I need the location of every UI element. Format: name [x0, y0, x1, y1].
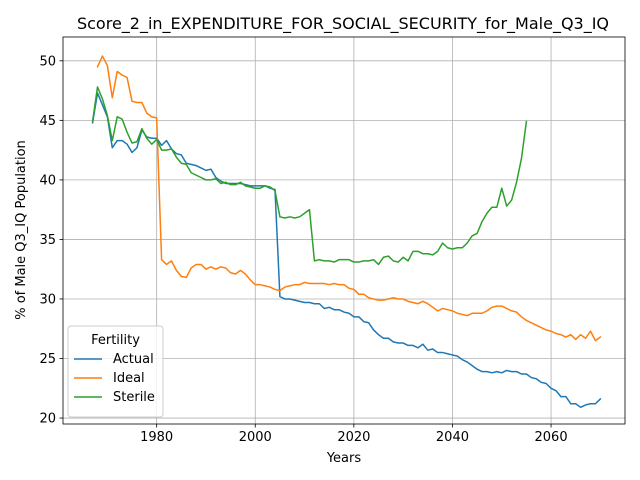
x-tick-label: 1980 — [140, 430, 173, 445]
x-tick-label: 2020 — [337, 430, 370, 445]
y-tick-label: 20 — [39, 412, 56, 427]
x-axis-label: Years — [326, 451, 362, 466]
series-lines — [91, 55, 602, 409]
chart-title: Score_2_in_EXPENDITURE_FOR_SOCIAL_SECURI… — [77, 14, 609, 34]
legend-title: Fertility — [91, 333, 140, 348]
axis-ticks: 1980 2000 2020 2040 2060 20 25 30 35 40 45 50 — [39, 54, 567, 445]
grid-lines — [63, 37, 625, 424]
y-tick-label: 30 — [39, 292, 56, 307]
legend-label-actual: Actual — [113, 352, 154, 367]
x-tick-label: 2040 — [436, 430, 469, 445]
series-line-actual — [91, 92, 602, 409]
legend: Fertility Actual Ideal Sterile — [67, 325, 164, 418]
legend-label-ideal: Ideal — [113, 371, 145, 386]
y-axis-label: % of Male Q3_IQ Population — [14, 140, 29, 320]
legend-box — [67, 325, 164, 418]
y-tick-label: 50 — [39, 54, 56, 69]
legend-label-sterile: Sterile — [113, 390, 155, 405]
x-tick-label: 2060 — [535, 430, 568, 445]
y-tick-label: 35 — [39, 233, 56, 248]
y-tick-label: 45 — [39, 114, 56, 129]
series-line-sterile — [91, 86, 528, 266]
series-line-ideal — [96, 55, 602, 342]
x-tick-label: 2000 — [239, 430, 272, 445]
y-tick-label: 40 — [39, 173, 56, 188]
legend-entries: Actual Ideal Sterile — [74, 352, 155, 405]
y-tick-label: 25 — [39, 352, 56, 367]
plot-border — [62, 36, 626, 425]
